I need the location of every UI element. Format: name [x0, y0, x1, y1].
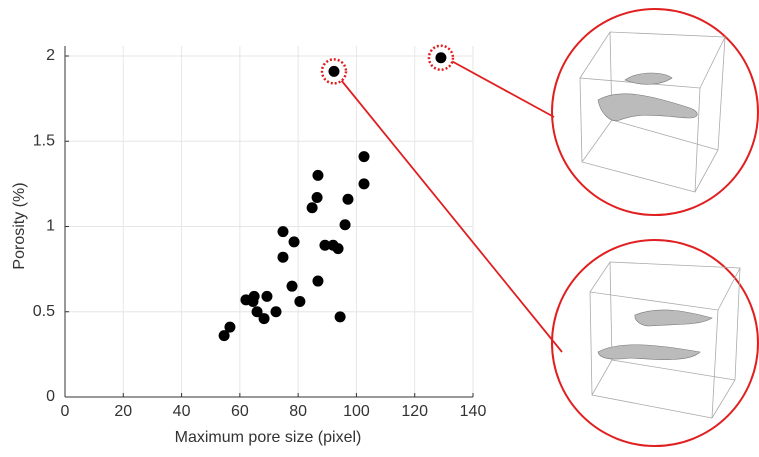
x-axis-label: Maximum pore size (pixel) — [175, 429, 362, 446]
y-tick-label: 2 — [46, 47, 55, 64]
point — [247, 296, 258, 307]
y-axis-label: Porosity (%) — [11, 182, 28, 269]
x-tick-label: 120 — [401, 403, 428, 420]
connector — [337, 75, 562, 352]
point — [333, 243, 344, 254]
point — [435, 52, 446, 63]
point — [277, 226, 288, 237]
point — [277, 252, 288, 263]
y-tick-label: 1 — [46, 218, 55, 235]
point — [335, 311, 346, 322]
point — [312, 192, 323, 203]
inset-top — [552, 9, 758, 215]
inset-bottom — [552, 240, 758, 446]
y-tick-label: 0.5 — [33, 303, 55, 320]
point — [307, 202, 318, 213]
point — [359, 151, 370, 162]
point — [328, 66, 339, 77]
y-tick-label: 1.5 — [33, 132, 55, 149]
point — [340, 219, 351, 230]
point — [259, 313, 270, 324]
point — [359, 178, 370, 189]
x-tick-label: 100 — [343, 403, 370, 420]
point — [224, 322, 235, 333]
point — [270, 306, 281, 317]
point — [294, 296, 305, 307]
x-tick-label: 40 — [173, 403, 191, 420]
point — [312, 276, 323, 287]
plot-area: 0 20 40 60 80 100 120 140 0 0.5 1 1.5 2 — [33, 46, 487, 420]
point — [287, 281, 298, 292]
x-tick-label: 140 — [460, 403, 487, 420]
x-tick-label: 0 — [61, 403, 70, 420]
chart: 0 20 40 60 80 100 120 140 0 0.5 1 1.5 2 Maximum pore… — [0, 0, 759, 452]
point — [312, 170, 323, 181]
x-tick-label: 80 — [289, 403, 307, 420]
point — [261, 291, 272, 302]
y-tick-label: 0 — [46, 388, 55, 405]
point — [289, 236, 300, 247]
x-tick-label: 20 — [114, 403, 132, 420]
point — [342, 194, 353, 205]
x-tick-label: 60 — [231, 403, 249, 420]
connector — [446, 58, 554, 117]
